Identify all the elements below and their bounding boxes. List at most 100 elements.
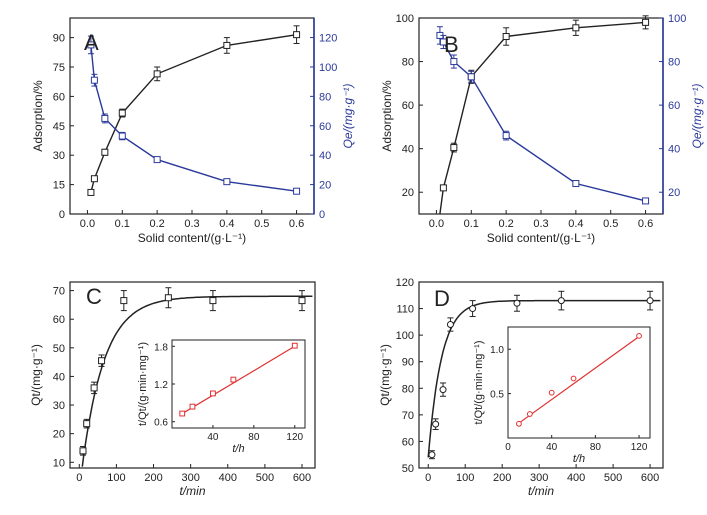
panel-b-series-qe-point (467, 73, 475, 81)
panel-c-series-point (298, 297, 306, 305)
panel-d-inset-x-tick-label: 0 (505, 442, 511, 453)
panel-c-series-point (120, 297, 128, 305)
panel-c-y-tick-label: 50 (53, 343, 65, 355)
panel-d-series-point (646, 297, 654, 305)
panel-b-series-adsorption-point (439, 184, 447, 192)
panel-d-series-point (446, 321, 454, 329)
panel-d-y-tick-label: 80 (402, 383, 414, 395)
panel-a-series-adsorption-point (101, 148, 109, 156)
panel-a-series-qe-line (90, 44, 297, 192)
panel-d-series-point (432, 420, 440, 428)
panel-c-inset-point (179, 410, 186, 417)
panel-c-y-axis-label: Qt/(mg·g⁻¹) (29, 344, 43, 406)
panel-c-x-tick-label: 500 (256, 472, 274, 484)
panel-c-series-point (164, 294, 172, 302)
panel-d-x-tick-label: 300 (530, 472, 548, 484)
panel-d-x-tick-label: 200 (493, 472, 511, 484)
panel-d-inset-point (570, 375, 577, 382)
panel-a-x-tick-label: 0.6 (289, 218, 304, 230)
panel-a-x-tick-label: 0.1 (115, 218, 130, 230)
panel-b-yleft-tick-label: 60 (402, 100, 414, 112)
panel-a-x-tick-label: 0.5 (254, 218, 269, 230)
panel-label-a: A (84, 30, 99, 55)
panel-d-inset-fit-line (516, 334, 642, 426)
panel-a-series-qe-point (101, 114, 109, 122)
panel-c-inset-point (210, 390, 216, 397)
panel-d-y-tick-label: 70 (402, 410, 414, 422)
panel-label-d: D (434, 286, 450, 311)
panel-b-x-tick-label: 0.4 (568, 218, 583, 230)
panel-c-y-tick-label: 10 (53, 457, 65, 469)
panel-b-yleft-tick-label: 100 (396, 13, 414, 25)
panel-b-yright-tick-label: 100 (668, 13, 686, 25)
panel-b-yleft-tick-label: 80 (402, 57, 414, 69)
panel-b-yright-tick-label: 40 (668, 144, 680, 156)
panel-b-series-qe-point (439, 38, 447, 46)
panel-c-y-tick-label: 70 (53, 286, 65, 298)
panel-b-y-axis-label-left: Adsorption/% (380, 80, 394, 152)
panel-d-x-tick-label: 600 (641, 472, 659, 484)
panel-c-inset-point (189, 403, 196, 410)
panel-a-yleft-tick-label: 30 (53, 150, 65, 162)
panel-d-series-point (428, 451, 436, 459)
panel-c-inset-point (291, 342, 298, 349)
panel-c-x-axis-label: t/min (179, 484, 205, 498)
panel-d-inset-point (636, 332, 642, 339)
panel-c-series-point (79, 447, 87, 455)
panel-d-series-point (513, 299, 521, 307)
panel-a-series-qe-point (153, 156, 161, 164)
panel-c-inset-y-tick-label: 0.6 (154, 418, 168, 429)
panel-b-yright-tick-label: 20 (668, 187, 680, 199)
panel-b-x-tick-label: 0.2 (498, 218, 513, 230)
panel-label-c: C (86, 284, 102, 309)
panel-c-series-point (83, 420, 91, 428)
panel-b-series-qe-point (572, 180, 580, 188)
panel-b-yleft-tick-label: 20 (402, 187, 414, 199)
panel-d-y-tick-label: 110 (396, 304, 414, 316)
panel-a-x-tick-label: 0.3 (184, 218, 199, 230)
panel-d-series-point (469, 305, 477, 313)
panel-c-x-tick-label: 600 (293, 472, 311, 484)
panel-d-inset-x-tick-label: 120 (631, 442, 648, 453)
panel-c-x-tick-label: 400 (219, 472, 237, 484)
panel-a-x-tick-label: 0.0 (80, 218, 95, 230)
panel-d-series-point (557, 297, 565, 305)
panel-c-inset-x-axis-label: t/h (232, 443, 244, 455)
panel-a-series-adsorption-point (223, 41, 231, 49)
panel-d-y-tick-label: 120 (396, 277, 414, 289)
panel-a-yright-tick-label: 80 (319, 91, 331, 103)
panel-d-inset-x-axis-label: t/h (573, 453, 585, 465)
panel-a-y-axis-label-left: Adsorption/% (31, 80, 45, 152)
panel-d-inset-point (548, 389, 555, 396)
panel-a-yright-tick-label: 100 (319, 62, 337, 74)
panel-a-yright-tick-label: 120 (319, 33, 337, 45)
panel-a-series-qe-point (293, 187, 301, 195)
panel-c-x-tick-label: 0 (76, 472, 82, 484)
panel-a-series-adsorption-point (153, 70, 161, 78)
panel-a-series-adsorption-point (118, 109, 126, 117)
panel-d-y-tick-label: 90 (402, 357, 414, 369)
panel-a-yright-tick-label: 60 (319, 121, 331, 133)
panel-c-inset-x-tick-label: 80 (248, 432, 260, 443)
panel-c-inset-y-tick-label: 1.8 (154, 342, 168, 353)
panel-d-inset-point (526, 411, 533, 417)
panel-a-series-adsorption-point (90, 175, 98, 183)
panel-d-inset-y-axis-label: t/Qt/(g·min·mg⁻¹) (473, 340, 485, 424)
panel-d-x-tick-label: 500 (604, 472, 622, 484)
panel-c-series-point (90, 384, 98, 392)
panel-b-series-adsorption-point (502, 33, 510, 41)
panel-d-inset-y-tick-label: 1.0 (490, 345, 504, 356)
panel-b-series-adsorption-point (572, 24, 580, 32)
panel-b-x-axis-label: Solid content/(g·L⁻¹) (487, 231, 595, 245)
panel-a-series-qe-point (87, 41, 95, 49)
panel-b-series-adsorption-point (642, 18, 650, 26)
panel-b-series-qe-point (450, 58, 458, 66)
panel-c-series-point (98, 357, 106, 365)
panel-c-frame (69, 281, 316, 469)
panel-label-b: B (444, 32, 459, 57)
panel-c-x-tick-label: 300 (181, 472, 199, 484)
panel-a-yleft-tick-label: 75 (53, 62, 65, 74)
panel-a-yleft-tick-label: 60 (53, 91, 65, 103)
panel-a-yleft-tick-label: 90 (53, 33, 65, 45)
panel-b-series-qe-point (642, 197, 650, 205)
